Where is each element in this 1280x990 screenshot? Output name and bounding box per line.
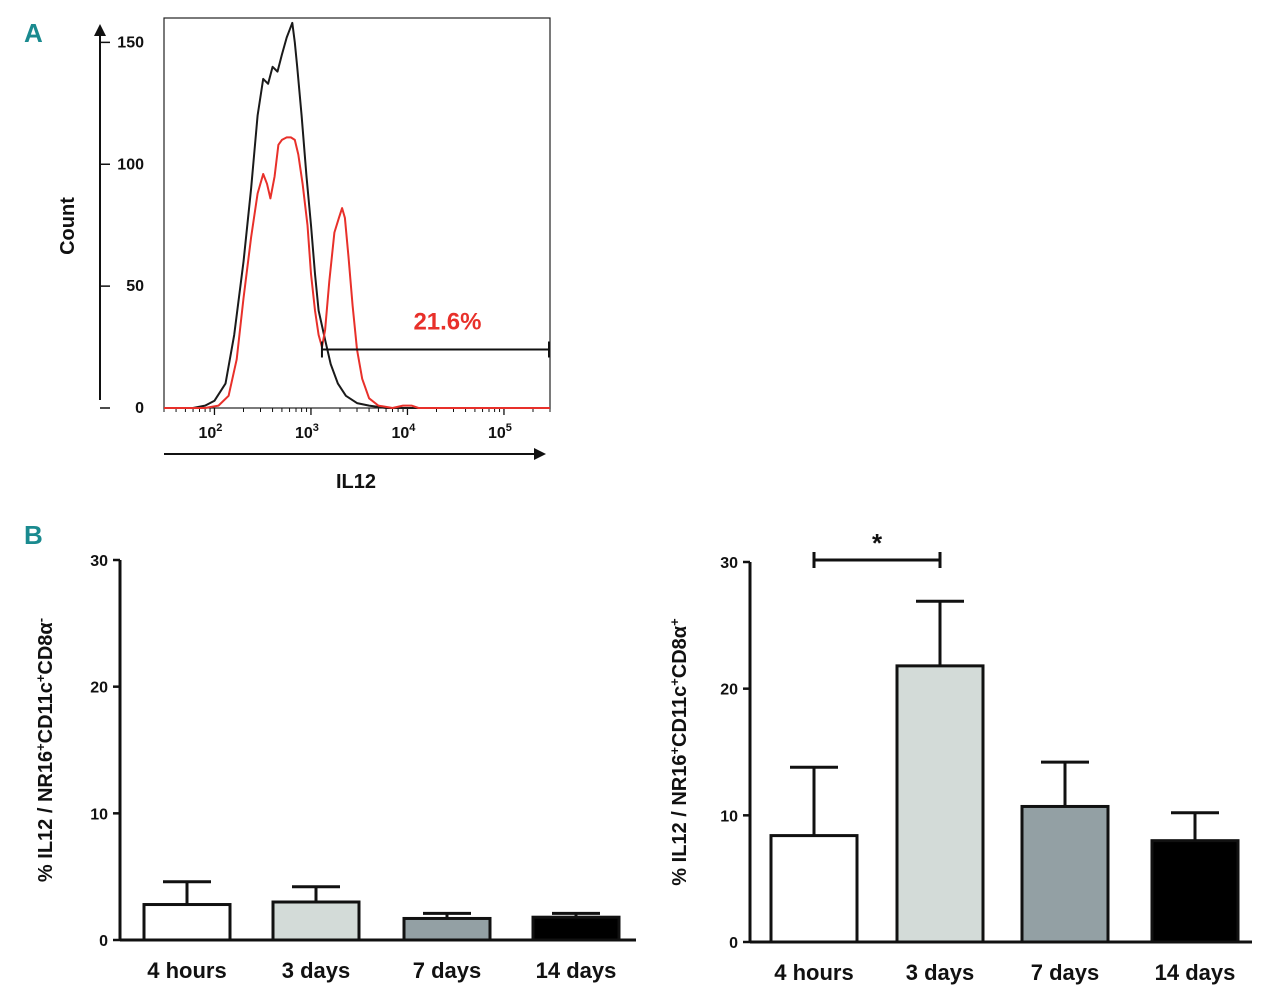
y-tick-label: 0 — [99, 933, 108, 950]
y-axis-title-text: % IL12 / NR16 — [35, 751, 57, 882]
histogram-x-tick-label: 104 — [391, 422, 416, 442]
y-axis-title-superscript: + — [667, 678, 682, 686]
y-axis-title-text: CD8α — [35, 622, 57, 675]
histogram-x-tick-exp: 5 — [506, 422, 512, 434]
histogram-series-il12 — [164, 136, 550, 409]
category-label: 14 days — [536, 958, 617, 983]
histogram-x-tick-label: 102 — [198, 422, 222, 442]
category-label: 3 days — [282, 958, 351, 983]
y-axis-title-superscript: - — [33, 618, 48, 622]
bar-14-days — [531, 915, 621, 942]
histogram-x-tick-base: 10 — [488, 425, 506, 442]
y-tick-label: 30 — [90, 553, 108, 570]
y-axis-title-superscript: + — [667, 618, 682, 626]
y-axis-title-superscript: + — [33, 743, 48, 751]
bar-7-days — [402, 916, 492, 942]
y-axis-title-text: % IL12 / NR16 — [669, 755, 691, 886]
y-axis-title-text: CD11c — [35, 682, 57, 743]
histogram-y-tick-label: 50 — [126, 278, 144, 295]
bar-4-hours — [769, 834, 859, 944]
y-axis-title-text: CD11c — [669, 686, 691, 747]
y-axis-title-superscript: + — [33, 674, 48, 682]
category-label: 3 days — [906, 960, 975, 985]
histogram-x-tick-label: 103 — [295, 422, 319, 442]
category-label: 7 days — [413, 958, 482, 983]
y-axis-title: % IL12 / NR16+CD11c+CD8α+ — [667, 618, 692, 886]
y-tick-label: 10 — [720, 808, 738, 825]
y-tick-label: 10 — [90, 806, 108, 823]
histogram-x-tick-exp: 2 — [216, 422, 222, 434]
bar-3-days — [271, 900, 361, 942]
y-axis-title: % IL12 / NR16+CD11c+CD8α- — [33, 618, 58, 882]
category-label: 14 days — [1155, 960, 1236, 985]
bar-14-days — [1150, 839, 1240, 944]
histogram-y-tick-label: 0 — [135, 400, 144, 417]
histogram-x-tick-base: 10 — [391, 425, 409, 442]
y-tick-label: 0 — [729, 935, 738, 952]
histogram-y-title: Count — [57, 197, 79, 255]
panel-a-letter: A — [24, 18, 43, 48]
histogram-x-tick-exp: 4 — [409, 422, 416, 434]
histogram-x-tick-base: 10 — [295, 425, 313, 442]
histogram-series-control — [164, 21, 550, 409]
significance-star: * — [872, 530, 883, 558]
histogram-y-tick-label: 100 — [117, 156, 144, 173]
y-axis-title-superscript: + — [667, 747, 682, 755]
histogram-x-tick-base: 10 — [198, 425, 216, 442]
panel-b-letter: B — [24, 520, 43, 550]
gate-percentage-label: 21.6% — [413, 309, 481, 336]
y-tick-label: 30 — [720, 555, 738, 572]
histogram-y-tick-label: 150 — [117, 34, 144, 51]
histogram-x-tick-label: 105 — [488, 422, 512, 442]
y-axis-title-text: CD8α — [669, 625, 691, 678]
bar-7-days — [1020, 804, 1110, 944]
category-label: 4 hours — [774, 960, 853, 985]
bar-3-days — [895, 664, 985, 944]
histogram-x-title: IL12 — [336, 471, 376, 493]
bar-4-hours — [142, 903, 232, 942]
histogram-x-tick-exp: 3 — [313, 422, 319, 434]
y-tick-label: 20 — [720, 682, 738, 699]
y-tick-label: 20 — [90, 680, 108, 697]
category-label: 7 days — [1031, 960, 1100, 985]
category-label: 4 hours — [147, 958, 226, 983]
